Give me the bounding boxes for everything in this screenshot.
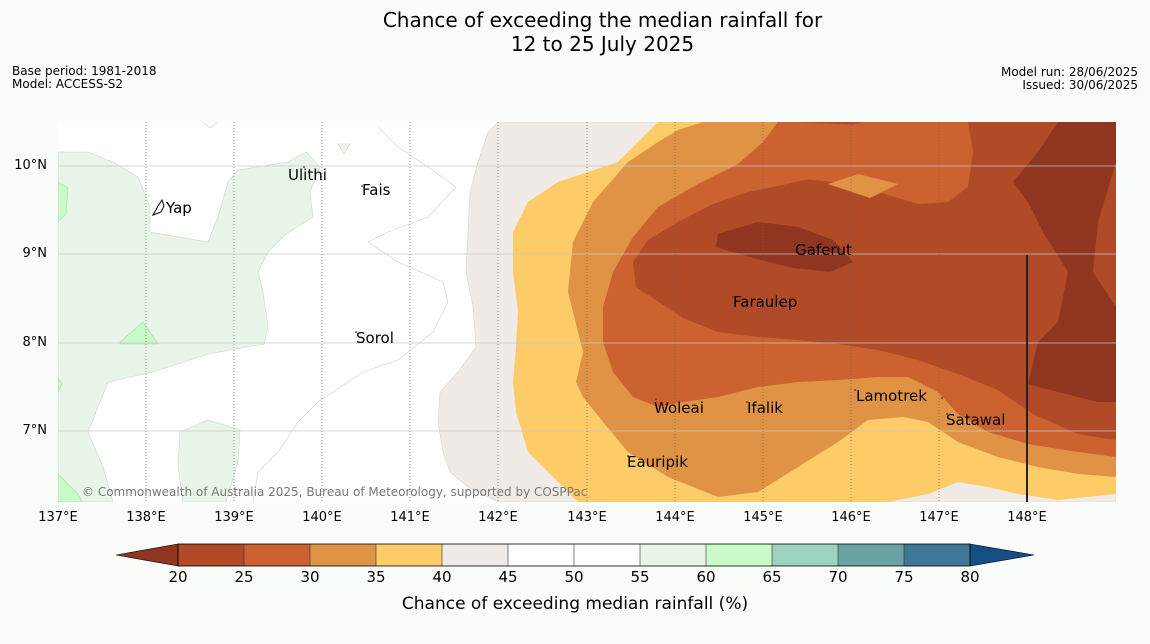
colorbar bbox=[115, 543, 1035, 567]
cb-tick-40: 40 bbox=[432, 568, 452, 586]
cb-tick-60: 60 bbox=[696, 568, 716, 586]
contour-50 bbox=[252, 126, 457, 502]
region-55-60-west bbox=[58, 151, 321, 502]
region-55-60-south bbox=[177, 419, 241, 502]
colorbar-extend-low bbox=[115, 543, 179, 567]
place-gaferut: Gaferut bbox=[795, 241, 852, 259]
region-25-30-island bbox=[758, 122, 973, 204]
map-panel: Yap Ulithi Fais Gaferut Faraulep Sorol W… bbox=[58, 122, 1116, 502]
meta-left: Base period: 1981-2018 Model: ACCESS-S2 bbox=[12, 65, 157, 91]
lon-label-147e: 147°E bbox=[919, 510, 959, 525]
region-60-65-c bbox=[58, 473, 83, 502]
place-ulithi: Ulithi bbox=[288, 166, 327, 184]
lon-label-141e: 141°E bbox=[390, 510, 430, 525]
lon-label-143e: 143°E bbox=[567, 510, 607, 525]
region-20-25 bbox=[633, 122, 1116, 440]
colorbar-swatch-45-50 bbox=[508, 544, 574, 566]
colorbar-swatch-20-25 bbox=[178, 544, 244, 566]
lon-label-146e: 146°E bbox=[831, 510, 871, 525]
colorbar-swatch-25-30 bbox=[244, 544, 310, 566]
lat-label-10n: 10°N bbox=[14, 158, 47, 173]
colorbar-swatch-75-80 bbox=[904, 544, 970, 566]
lon-label-148e: 148°E bbox=[1007, 510, 1047, 525]
place-ifalik: Ifalik bbox=[747, 399, 783, 417]
colorbar-swatch-55-60 bbox=[640, 544, 706, 566]
model-run-text: Model run: 28/06/2025 bbox=[1000, 65, 1138, 79]
lon-label-140e: 140°E bbox=[302, 510, 342, 525]
colorbar-swatch-35-40 bbox=[376, 544, 442, 566]
region-60-65-d bbox=[58, 377, 63, 393]
region-30-35-dot bbox=[714, 426, 726, 438]
colorbar-swatch-40-45 bbox=[442, 544, 508, 566]
cb-tick-45: 45 bbox=[498, 568, 518, 586]
lon-label-144e: 144°E bbox=[655, 510, 695, 525]
place-faraulep: Faraulep bbox=[733, 293, 797, 311]
colorbar-swatch-50-55 bbox=[574, 544, 640, 566]
meta-right: Model run: 28/06/2025 Issued: 30/06/2025 bbox=[1001, 66, 1138, 92]
colorbar-label: Chance of exceeding median rainfall (%) bbox=[401, 594, 749, 614]
cb-tick-35: 35 bbox=[366, 568, 386, 586]
cb-tick-65: 65 bbox=[762, 568, 782, 586]
cb-tick-70: 70 bbox=[828, 568, 848, 586]
map-svg: Yap Ulithi Fais Gaferut Faraulep Sorol W… bbox=[58, 122, 1116, 502]
cb-tick-20: 20 bbox=[168, 568, 188, 586]
place-markers bbox=[303, 166, 948, 457]
copyright-text: © Commonwealth of Australia 2025, Bureau… bbox=[82, 485, 588, 499]
issued-text: Issued: 30/06/2025 bbox=[1022, 78, 1138, 92]
lon-label-145e: 145°E bbox=[743, 510, 783, 525]
place-eauripik: Eauripik bbox=[627, 453, 688, 471]
lat-label-9n: 9°N bbox=[22, 246, 48, 261]
colorbar-dividers bbox=[243, 544, 905, 566]
lon-label-138e: 138°E bbox=[126, 510, 166, 525]
cb-tick-75: 75 bbox=[894, 568, 914, 586]
chart-title: Chance of exceeding the median rainfall … bbox=[0, 8, 1150, 56]
lat-label-8n: 8°N bbox=[22, 335, 48, 350]
region-lt20-east bbox=[1013, 122, 1116, 402]
region-lt20-gaferut bbox=[716, 222, 853, 272]
colorbar-swatch-65-70 bbox=[772, 544, 838, 566]
place-satawal: Satawal bbox=[946, 411, 1005, 429]
base-period-text: Base period: 1981-2018 bbox=[12, 64, 157, 78]
lon-label-137e: 137°E bbox=[38, 510, 78, 525]
colorbar-outline bbox=[177, 543, 971, 567]
lat-label-7n: 7°N bbox=[22, 423, 48, 438]
lon-label-139e: 139°E bbox=[214, 510, 254, 525]
colorbar-swatch-30-35 bbox=[310, 544, 376, 566]
colorbar-swatch-60-65 bbox=[706, 544, 772, 566]
place-fais: Fais bbox=[362, 181, 391, 199]
colorbar-swatch-70-75 bbox=[838, 544, 904, 566]
place-lamotrek: Lamotrek bbox=[856, 387, 927, 405]
colorbar-extend-high bbox=[969, 543, 1035, 567]
cb-tick-80: 80 bbox=[960, 568, 980, 586]
region-30-35-island bbox=[828, 174, 898, 198]
cb-tick-30: 30 bbox=[300, 568, 320, 586]
place-woleai: Woleai bbox=[654, 399, 704, 417]
region-60-65-a bbox=[58, 181, 69, 223]
title-line-1: Chance of exceeding the median rainfall … bbox=[382, 8, 823, 32]
yap-island bbox=[151, 198, 165, 216]
model-text: Model: ACCESS-S2 bbox=[12, 77, 124, 91]
cb-tick-50: 50 bbox=[564, 568, 584, 586]
contour-small-2 bbox=[202, 122, 219, 129]
contour-small-1 bbox=[337, 143, 351, 155]
lon-gridlines bbox=[145, 122, 940, 502]
cb-tick-55: 55 bbox=[630, 568, 650, 586]
place-sorol: Sorol bbox=[356, 329, 394, 347]
cb-tick-25: 25 bbox=[234, 568, 254, 586]
title-line-2: 12 to 25 July 2025 bbox=[510, 32, 695, 56]
lon-label-142e: 142°E bbox=[478, 510, 518, 525]
place-yap: Yap bbox=[165, 199, 192, 217]
